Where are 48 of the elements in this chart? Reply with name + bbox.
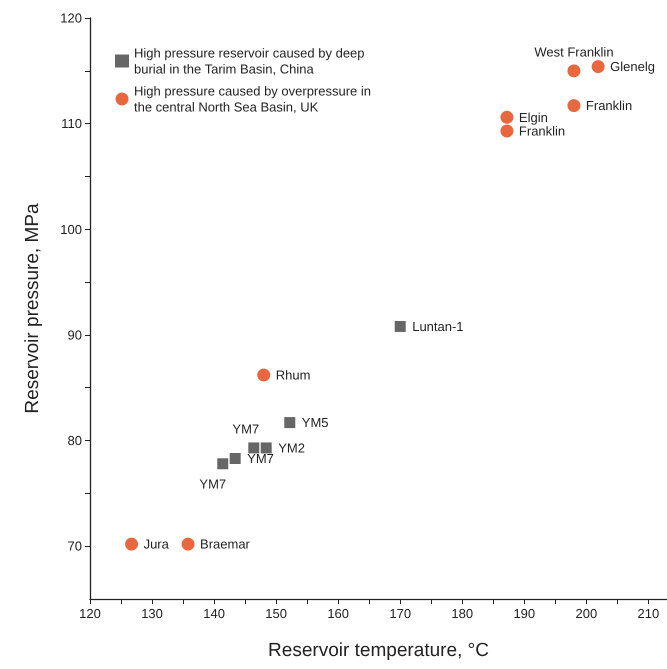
point [592,60,605,74]
point [500,124,514,138]
annotation: YM2 [278,440,305,456]
x-tick-label: 150 [265,606,287,621]
x-tick-label: 130 [141,606,163,621]
x-tick-label: 190 [513,606,536,621]
y-tick-label: 90 [68,327,82,342]
point [125,538,138,551]
y-tick-label: 100 [60,222,82,237]
annotation: Jura [144,536,170,552]
point [284,417,296,428]
annotation: Rhum [276,368,310,383]
legend-label: High pressure caused by overpressure in the central North Sea Basin, UK [134,84,375,114]
point [182,538,195,551]
y-tick-label: 120 [60,10,82,26]
x-tick-label: 160 [327,606,350,621]
y-axis-title: Reservoir pressure, MPa [22,203,43,414]
annotation: Braemar [200,536,251,552]
point [257,368,270,382]
x-tick-label: 180 [451,606,474,621]
y-tick-label: 70 [68,538,82,554]
x-tick-label: 140 [203,606,225,621]
y-tick-label: 110 [61,116,82,132]
annotation: YM7 [232,421,260,436]
point [217,458,228,470]
point [260,442,272,454]
point [500,110,514,124]
annotation: YM7 [199,476,226,492]
y-tick-label: 80 [68,433,82,448]
legend-label: High pressure reservoir caused by deep burial in the Tarim Basin, China [134,46,368,76]
x-axis-title: Reservoir temperature, °C [268,640,489,661]
annotation: West Franklin [534,44,614,60]
annotation: YM5 [302,415,329,430]
point [567,99,580,112]
annotation: Luntan-1 [412,318,464,334]
point [248,442,260,454]
x-tick-label: 120 [79,606,101,621]
x-tick-label: 200 [575,606,598,621]
point [394,320,406,332]
annotation: Franklin [518,124,566,139]
annotation: Glenelg [610,59,655,74]
x-tick-label: 170 [389,606,412,621]
annotation: Elgin [518,110,548,125]
point [230,453,241,464]
annotation: YM7 [247,451,274,466]
point [567,64,580,78]
x-tick-label: 210 [638,606,660,621]
annotation: Franklin [586,98,632,114]
